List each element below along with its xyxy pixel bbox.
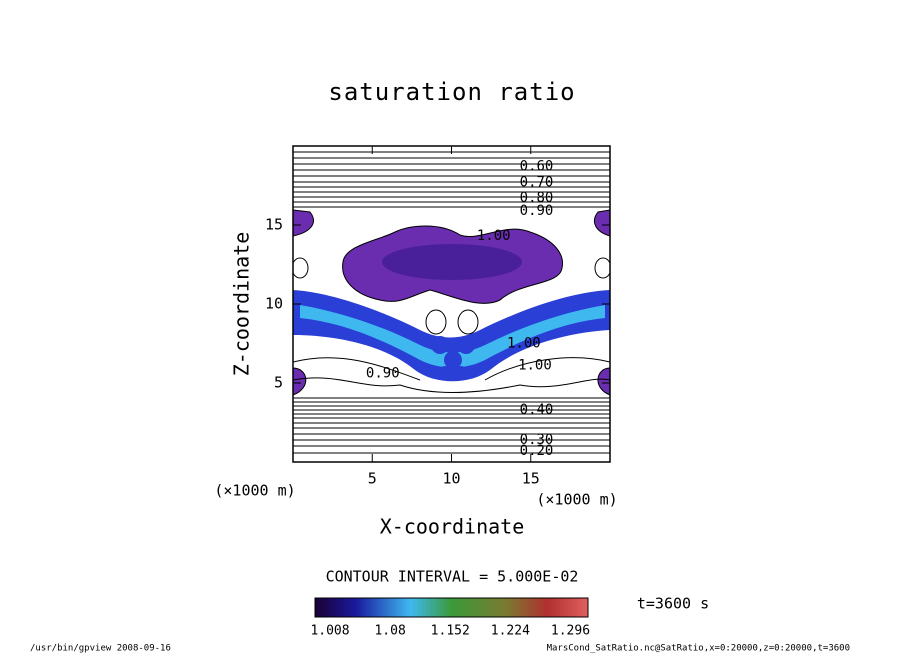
contour-label: 0.90 <box>520 203 554 219</box>
band <box>293 290 610 382</box>
contour-label: 0.80 <box>520 190 554 206</box>
contour-label: 1.00 <box>507 336 541 352</box>
blob <box>293 209 610 396</box>
contour-interval: CONTOUR INTERVAL = 5.000E-02 <box>326 568 579 586</box>
contour-label: 0.60 <box>520 159 554 175</box>
colorbar <box>314 597 589 618</box>
y-tick-label: 10 <box>265 295 283 313</box>
colorbar-tick-label: 1.152 <box>431 624 470 639</box>
x-tick-label: 15 <box>522 470 540 488</box>
contour-label: 0.30 <box>520 432 554 448</box>
x-axis-label: X-coordinate <box>380 515 525 539</box>
x-tick-label: 5 <box>368 470 377 488</box>
x-tick-label: 10 <box>442 470 460 488</box>
y-tick-label: 15 <box>265 216 283 234</box>
blob-core <box>382 244 522 280</box>
contour-label: 0.40 <box>520 402 554 418</box>
footer-left: /usr/bin/gpview 2008-09-16 <box>30 644 171 654</box>
colorbar-tick-label: 1.296 <box>551 624 590 639</box>
contour-field <box>293 151 610 454</box>
y-axis-label: Z-coordinate <box>230 232 254 377</box>
chart-title: saturation ratio <box>328 78 575 106</box>
contour-label: 0.90 <box>366 366 400 382</box>
x-unit: (×1000 m) <box>536 491 617 509</box>
colorbar-tick-label: 1.224 <box>491 624 530 639</box>
colorbar-tick-label: 1.008 <box>310 624 349 639</box>
contour-label: 0.70 <box>520 174 554 190</box>
contour-label: 0.20 <box>520 443 554 459</box>
y-unit: (×1000 m) <box>214 482 295 500</box>
center-blobs <box>431 336 475 378</box>
footer-right: MarsCond_SatRatio.nc@SatRatio,x=0:20000,… <box>547 644 850 654</box>
contour-label: 1.00 <box>518 358 552 374</box>
time-label: t=3600 s <box>637 595 709 613</box>
contour-label: 1.00 <box>477 228 511 244</box>
y-tick-label: 5 <box>274 374 283 392</box>
colorbar-tick-label: 1.08 <box>374 624 405 639</box>
